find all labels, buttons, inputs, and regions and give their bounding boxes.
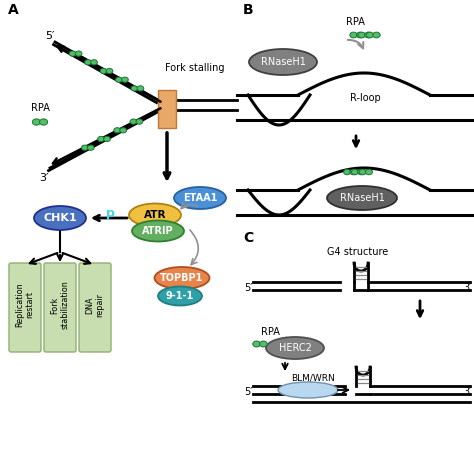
Ellipse shape [129, 204, 181, 226]
Ellipse shape [85, 60, 91, 65]
Text: 5′: 5′ [244, 283, 252, 293]
Ellipse shape [116, 77, 122, 82]
Text: RPA: RPA [30, 103, 49, 113]
Ellipse shape [130, 119, 137, 124]
Ellipse shape [82, 145, 88, 151]
Ellipse shape [75, 51, 82, 56]
Ellipse shape [253, 341, 260, 347]
Text: A: A [8, 3, 19, 17]
Text: DNA
repair: DNA repair [85, 293, 105, 317]
Ellipse shape [100, 69, 107, 74]
Text: 3′: 3′ [464, 283, 472, 293]
Text: 5′: 5′ [244, 387, 252, 397]
Text: HERC2: HERC2 [279, 343, 311, 353]
Text: G4 structure: G4 structure [328, 247, 389, 257]
Ellipse shape [350, 169, 357, 175]
Ellipse shape [249, 49, 317, 75]
Text: ETAA1: ETAA1 [183, 193, 217, 203]
Text: p: p [106, 206, 114, 219]
Ellipse shape [106, 69, 113, 74]
Ellipse shape [98, 137, 104, 142]
FancyBboxPatch shape [79, 263, 111, 352]
Ellipse shape [365, 32, 372, 38]
FancyBboxPatch shape [44, 263, 76, 352]
Ellipse shape [137, 86, 144, 91]
Text: R-loop: R-loop [350, 93, 380, 103]
Text: Fork stalling: Fork stalling [165, 63, 225, 73]
Ellipse shape [104, 137, 110, 142]
Text: Fork
stabilization: Fork stabilization [50, 281, 70, 329]
Ellipse shape [366, 32, 374, 38]
Ellipse shape [69, 51, 76, 56]
Ellipse shape [120, 128, 127, 133]
Text: CHK1: CHK1 [43, 213, 77, 223]
Ellipse shape [174, 187, 226, 209]
Text: 5′: 5′ [45, 31, 55, 41]
Ellipse shape [373, 32, 380, 38]
FancyBboxPatch shape [9, 263, 41, 352]
Ellipse shape [39, 119, 48, 125]
Ellipse shape [359, 169, 366, 175]
Ellipse shape [350, 32, 357, 38]
Ellipse shape [357, 169, 365, 175]
Ellipse shape [158, 287, 202, 306]
Ellipse shape [356, 32, 364, 38]
Ellipse shape [344, 169, 351, 175]
Ellipse shape [91, 60, 98, 65]
FancyBboxPatch shape [158, 90, 176, 128]
Text: RPA: RPA [346, 17, 365, 27]
Text: 3′: 3′ [39, 173, 49, 183]
Ellipse shape [278, 382, 338, 398]
Ellipse shape [34, 206, 86, 230]
Ellipse shape [136, 119, 143, 124]
Text: RPA: RPA [261, 327, 280, 337]
Text: Replication
restart: Replication restart [15, 283, 35, 327]
Ellipse shape [365, 169, 373, 175]
Text: B: B [243, 3, 254, 17]
Ellipse shape [32, 119, 40, 125]
Ellipse shape [266, 337, 324, 359]
Ellipse shape [358, 32, 365, 38]
Text: 3′: 3′ [464, 387, 472, 397]
Ellipse shape [260, 341, 267, 347]
Text: RNaseH1: RNaseH1 [261, 57, 305, 67]
Ellipse shape [87, 145, 94, 151]
Text: ATRIP: ATRIP [142, 226, 174, 236]
Ellipse shape [327, 186, 397, 210]
Text: C: C [243, 231, 253, 245]
Text: ATR: ATR [144, 210, 166, 220]
Ellipse shape [132, 220, 184, 241]
Ellipse shape [155, 267, 210, 289]
Ellipse shape [351, 169, 358, 175]
Text: 9-1-1: 9-1-1 [166, 291, 194, 301]
Text: RNaseH1: RNaseH1 [339, 193, 384, 203]
Text: BLM/WRN: BLM/WRN [291, 374, 335, 383]
Ellipse shape [121, 77, 128, 82]
Ellipse shape [131, 86, 138, 91]
Text: TOPBP1: TOPBP1 [160, 273, 204, 283]
Ellipse shape [114, 128, 120, 133]
